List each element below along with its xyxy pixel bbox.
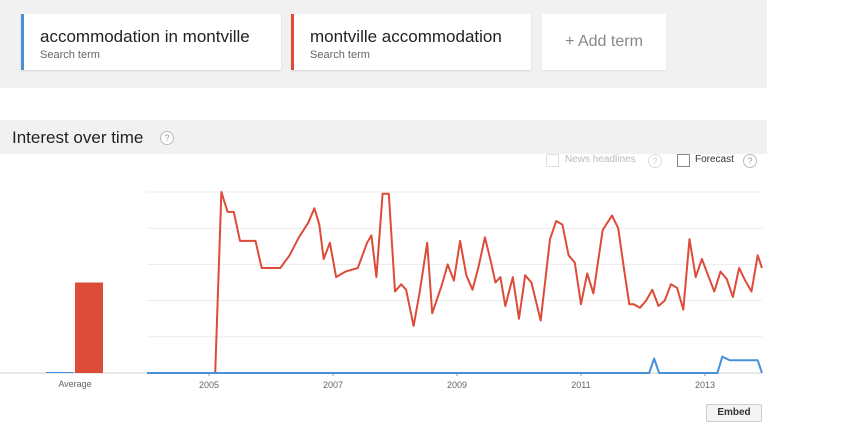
x-tick-label: 2005 (199, 380, 219, 390)
x-tick-label: 2009 (447, 380, 467, 390)
news-help-icon[interactable]: ? (648, 154, 662, 168)
embed-button[interactable]: Embed (706, 404, 762, 422)
series-lines (147, 191, 763, 374)
x-tick-label: 2011 (571, 380, 590, 390)
average-bar (75, 282, 103, 373)
average-bars: Average (46, 282, 103, 389)
help-icon[interactable]: ? (160, 131, 174, 145)
section-header: Interest over time (0, 120, 767, 154)
section-title: Interest over time (12, 128, 144, 147)
series-line (147, 191, 763, 374)
term-type-label: Search term (40, 49, 100, 61)
term-type-label: Search term (310, 49, 370, 61)
term-color-bar (291, 14, 294, 70)
news-headlines-label: News headlines (565, 154, 636, 165)
add-term-button[interactable]: + Add term (542, 14, 666, 70)
x-tick-label: 2013 (695, 380, 715, 390)
interest-over-time-chart: Average 2005 2007 2009 2011 2013 (0, 191, 763, 390)
term-card-montville-accommodation[interactable]: montville accommodation Search term (291, 14, 531, 70)
news-headlines-checkbox[interactable] (546, 154, 559, 167)
term-color-bar (21, 14, 24, 70)
forecast-checkbox[interactable] (677, 154, 690, 167)
term-name[interactable]: accommodation in montville (40, 27, 250, 46)
x-tick-label: 2007 (323, 380, 343, 390)
forecast-label: Forecast (695, 154, 734, 165)
average-bar (46, 372, 74, 373)
term-card-accommodation-in-montville[interactable]: accommodation in montville Search term (21, 14, 281, 70)
forecast-help-icon[interactable]: ? (743, 154, 757, 168)
term-name[interactable]: montville accommodation (310, 27, 502, 46)
x-axis-ticks: 2005 2007 2009 2011 2013 (199, 373, 715, 390)
series-line (147, 355, 763, 374)
average-label: Average (58, 379, 91, 389)
